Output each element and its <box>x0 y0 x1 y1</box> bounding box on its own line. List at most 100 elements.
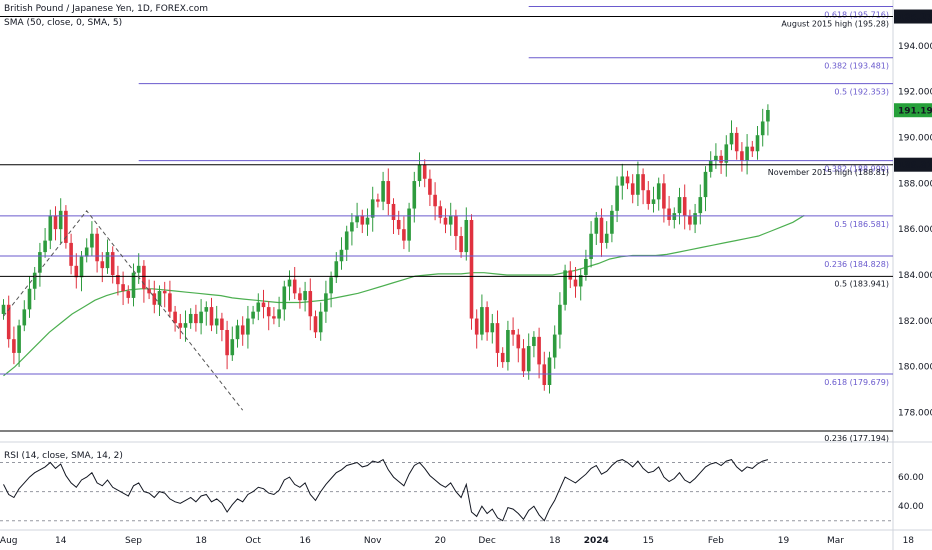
candle-body <box>230 339 235 356</box>
candle <box>495 310 500 367</box>
price-badge-bg <box>894 9 932 24</box>
candle-body <box>459 236 463 253</box>
candle-body <box>339 249 344 262</box>
candle <box>511 317 515 346</box>
candle <box>214 305 219 334</box>
candle <box>53 206 58 241</box>
candle <box>755 126 760 160</box>
candle <box>116 265 120 296</box>
candle <box>178 313 183 339</box>
candle-body <box>448 215 453 225</box>
symbol-legend[interactable]: British Pound / Japanese Yen, 1D, FOREX.… <box>4 4 208 14</box>
candle <box>230 326 235 361</box>
candle <box>209 297 214 332</box>
candle <box>344 225 349 262</box>
candle-body <box>183 323 188 328</box>
swing-dashed-line <box>3 210 244 411</box>
candle <box>329 271 333 308</box>
candle-body <box>214 318 219 326</box>
candle-body <box>433 194 437 207</box>
candle <box>537 327 541 379</box>
candle-body <box>292 279 297 294</box>
price-badge-bg <box>894 157 932 172</box>
candle-body <box>272 316 276 319</box>
candle <box>282 280 287 321</box>
candle-body <box>136 265 141 273</box>
candle <box>407 202 411 252</box>
candle <box>370 186 375 232</box>
candle-body <box>714 155 718 161</box>
candle <box>417 152 422 187</box>
candle <box>610 205 614 243</box>
candle <box>578 269 583 301</box>
candle-body <box>662 183 666 209</box>
candle <box>516 328 521 363</box>
candle-body <box>563 270 567 305</box>
candle <box>142 260 146 303</box>
key-level-label-2: 0.5 (183.941) <box>834 279 889 288</box>
rsi-legend[interactable]: RSI (14, close, SMA, 14, 2) <box>4 451 123 461</box>
candle-body <box>48 215 53 241</box>
price-tick-label: 188.000 <box>898 179 932 189</box>
candle <box>433 182 437 221</box>
candle-body <box>225 330 229 356</box>
price-tick-label: 192.000 <box>898 88 932 98</box>
candle-body <box>396 220 401 230</box>
sma-line <box>3 214 805 377</box>
candle <box>12 326 16 365</box>
candle <box>287 270 292 301</box>
candle <box>194 304 198 332</box>
candle-body <box>110 252 115 275</box>
candle <box>526 333 531 380</box>
time-tick-label: 16 <box>299 536 311 546</box>
candle-body <box>360 215 365 225</box>
candle <box>121 271 125 306</box>
candle-body <box>376 199 380 202</box>
candle-body <box>282 286 287 310</box>
time-axis: Aug 14 Sep 18 Oct 16 Nov 20 Dec 18 2024 15 Feb 19 Mar 1… <box>0 536 914 546</box>
candle <box>1 299 6 320</box>
time-tick-label: Oct <box>245 536 261 546</box>
candle-body <box>142 265 146 289</box>
candle <box>298 287 302 309</box>
candle <box>386 168 391 216</box>
candle <box>292 266 297 300</box>
candle <box>95 228 99 273</box>
price-tick-label: 178.000 <box>898 409 932 419</box>
candle-body <box>573 279 578 287</box>
candle-body <box>516 334 521 349</box>
candle <box>646 181 651 210</box>
time-tick-label: Nov <box>364 536 382 546</box>
candle <box>402 216 406 250</box>
candle <box>750 140 755 157</box>
candle <box>459 226 463 258</box>
candle <box>110 246 115 284</box>
candle <box>64 205 68 249</box>
candle <box>235 319 240 348</box>
candle <box>74 253 79 289</box>
price-badge-text: 195.279 <box>898 13 932 23</box>
candle-body <box>365 217 370 225</box>
sma-legend[interactable]: SMA (50, close, 0, SMA, 5) <box>4 18 123 28</box>
time-tick-label: 15 <box>643 536 654 546</box>
candle <box>318 302 323 341</box>
fib-label-2: 0.5 (192.353) <box>834 88 889 97</box>
candle <box>360 209 365 234</box>
candle-body <box>407 208 411 241</box>
candle-body <box>95 233 99 262</box>
time-tick-label: 18 <box>195 536 207 546</box>
candle-body <box>126 291 131 298</box>
time-tick-label: Dec <box>478 536 495 546</box>
candle-body <box>246 318 250 335</box>
candle-body <box>79 256 84 278</box>
candle-body <box>521 348 526 372</box>
candle-body <box>391 203 396 220</box>
price-tick-label: 186.000 <box>898 225 932 235</box>
candle-body <box>147 288 151 294</box>
candle <box>90 221 94 256</box>
candle <box>641 168 645 205</box>
candle-body <box>38 252 42 273</box>
candle <box>766 104 770 136</box>
candle <box>594 211 599 245</box>
candle-body <box>370 199 375 218</box>
